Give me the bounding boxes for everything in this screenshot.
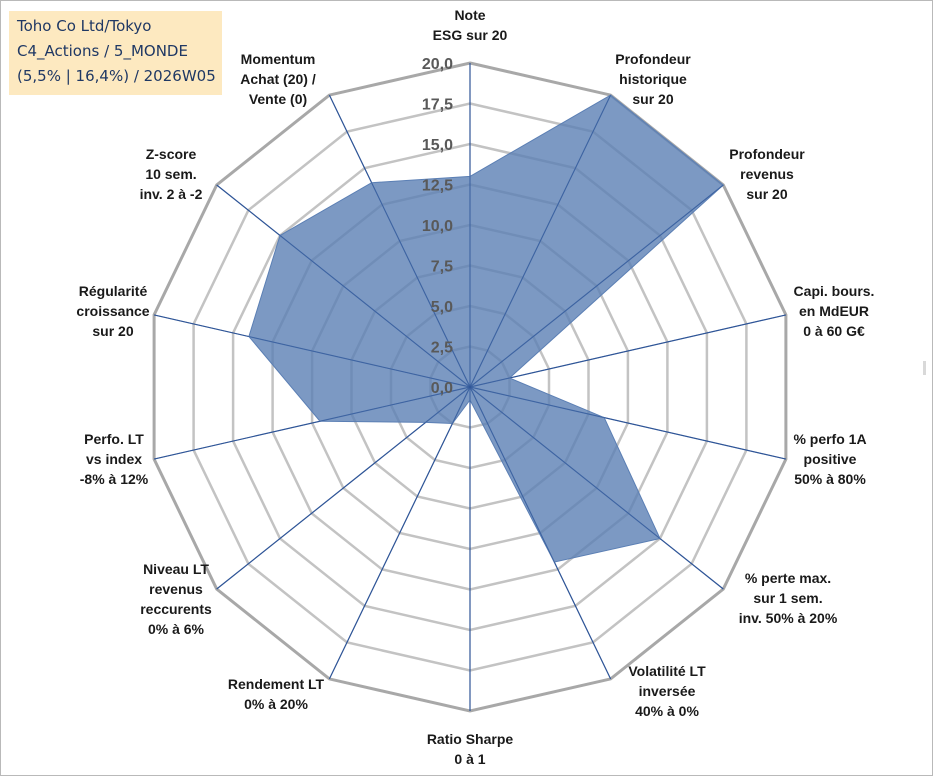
tick-label: 17,5 <box>422 97 453 114</box>
radar-axis-labels: Note ESG sur 20 Profondeur historique sur 20… <box>76 7 874 767</box>
axis-label-line: inv. 50% à 20% <box>739 610 838 626</box>
axis-label-line: ESG sur 20 <box>433 27 508 43</box>
axis-spoke-overlay <box>469 386 787 460</box>
radar-series <box>153 63 787 711</box>
axis-label-line: Z-score <box>146 146 197 162</box>
axis-label-line: vs index <box>86 451 142 467</box>
axis-label-line: Profondeur <box>615 51 691 67</box>
axis-label-line: Note <box>454 7 485 23</box>
axis-label-line: -8% à 12% <box>80 471 149 487</box>
axis-spoke-overlay <box>469 184 724 388</box>
axis-label-line: Ratio Sharpe <box>427 731 514 747</box>
axis-label-line: Momentum <box>241 51 316 67</box>
axis-label-line: Régularité <box>79 283 148 299</box>
axis-label: Ratio Sharpe 0 à 1 <box>427 731 514 767</box>
info-category: C4_Actions / 5_MONDE <box>17 42 188 60</box>
axis-label-line: historique <box>619 71 687 87</box>
tick-label: 10,0 <box>422 218 453 235</box>
tick-label: 15,0 <box>422 137 453 154</box>
axis-label-line: positive <box>804 451 857 467</box>
axis-label: Rendement LT 0% à 20% <box>228 676 325 712</box>
axis-label-line: Achat (20) / <box>240 71 316 87</box>
axis-spoke-overlay <box>216 386 471 590</box>
axis-label: Perfo. LT vs index -8% à 12% <box>80 431 149 487</box>
axis-label-line: Perfo. LT <box>84 431 144 447</box>
info-box: Toho Co Ltd/Tokyo C4_Actions / 5_MONDE (… <box>9 11 222 95</box>
axis-label: Z-score 10 sem. inv. 2 à -2 <box>140 146 203 202</box>
axis-label: Note ESG sur 20 <box>433 7 508 43</box>
axis-label-line: Rendement LT <box>228 676 325 692</box>
axis-spoke-overlay <box>216 184 471 388</box>
axis-label-line: Vente (0) <box>249 91 307 107</box>
axis-label: Profondeur revenus sur 20 <box>729 146 805 202</box>
axis-label-line: en MdEUR <box>799 303 869 319</box>
axis-spoke-overlay <box>469 94 612 388</box>
axis-spoke-overlay <box>153 314 471 388</box>
tick-label: 0,0 <box>431 380 453 397</box>
axis-label-line: sur 20 <box>746 186 787 202</box>
axis-spoke-overlay <box>469 314 787 388</box>
axis-label-line: Profondeur <box>729 146 805 162</box>
axis-label-line: 0 à 1 <box>454 751 485 767</box>
axis-label: % perte max. sur 1 sem. inv. 50% à 20% <box>739 570 838 626</box>
axis-label-line: inversée <box>639 683 696 699</box>
axis-label-line: sur 1 sem. <box>753 590 822 606</box>
axis-label-line: revenus <box>740 166 794 182</box>
axis-label: Momentum Achat (20) / Vente (0) <box>240 51 316 107</box>
axis-label-line: inv. 2 à -2 <box>140 186 203 202</box>
tick-label: 7,5 <box>431 259 453 276</box>
axis-label: Régularité croissance sur 20 <box>76 283 149 339</box>
axis-spoke-overlay <box>328 386 471 680</box>
info-company: Toho Co Ltd/Tokyo <box>17 17 152 35</box>
axis-label-line: 50% à 80% <box>794 471 866 487</box>
axis-label: Profondeur historique sur 20 <box>615 51 691 107</box>
series-area <box>248 94 725 563</box>
axis-label-line: sur 20 <box>632 91 673 107</box>
scrollbar-thumb[interactable] <box>923 361 926 375</box>
axis-label-line: 0% à 6% <box>148 621 205 637</box>
axis-label-line: Volatilité LT <box>628 663 706 679</box>
axis-label-line: 40% à 0% <box>635 703 699 719</box>
tick-label: 2,5 <box>431 340 453 357</box>
radar-tick-labels: 0,0 2,5 5,0 7,5 10,0 12,5 15,0 17,5 20,0 <box>422 56 453 397</box>
axis-spoke-overlay <box>469 386 612 680</box>
vertical-scrollbar[interactable] <box>920 5 930 770</box>
axis-label-line: Capi. bours. <box>794 283 875 299</box>
axis-label: Niveau LT revenus reccurents 0% à 6% <box>140 561 212 637</box>
axis-label-line: 0 à 60 G€ <box>803 323 865 339</box>
axis-label-line: croissance <box>76 303 149 319</box>
axis-label-line: % perfo 1A <box>793 431 866 447</box>
axis-label: Volatilité LT inversée 40% à 0% <box>628 663 706 719</box>
axis-label-line: 0% à 20% <box>244 696 308 712</box>
axis-label-line: sur 20 <box>92 323 133 339</box>
axis-label-line: revenus <box>149 581 203 597</box>
axis-label-line: Niveau LT <box>143 561 209 577</box>
axis-label: % perfo 1A positive 50% à 80% <box>793 431 866 487</box>
axis-spoke-overlay <box>469 386 724 590</box>
tick-label: 20,0 <box>422 56 453 73</box>
axis-label: Capi. bours. en MdEUR 0 à 60 G€ <box>794 283 875 339</box>
tick-label: 5,0 <box>431 299 453 316</box>
axis-spoke-overlay <box>153 386 471 460</box>
axis-label-line: 10 sem. <box>145 166 196 182</box>
tick-label: 12,5 <box>422 178 453 195</box>
axis-label-line: % perte max. <box>745 570 831 586</box>
info-period: (5,5% | 16,4%) / 2026W05 <box>17 67 216 85</box>
axis-label-line: reccurents <box>140 601 212 617</box>
axis-spoke-overlay <box>328 94 471 388</box>
